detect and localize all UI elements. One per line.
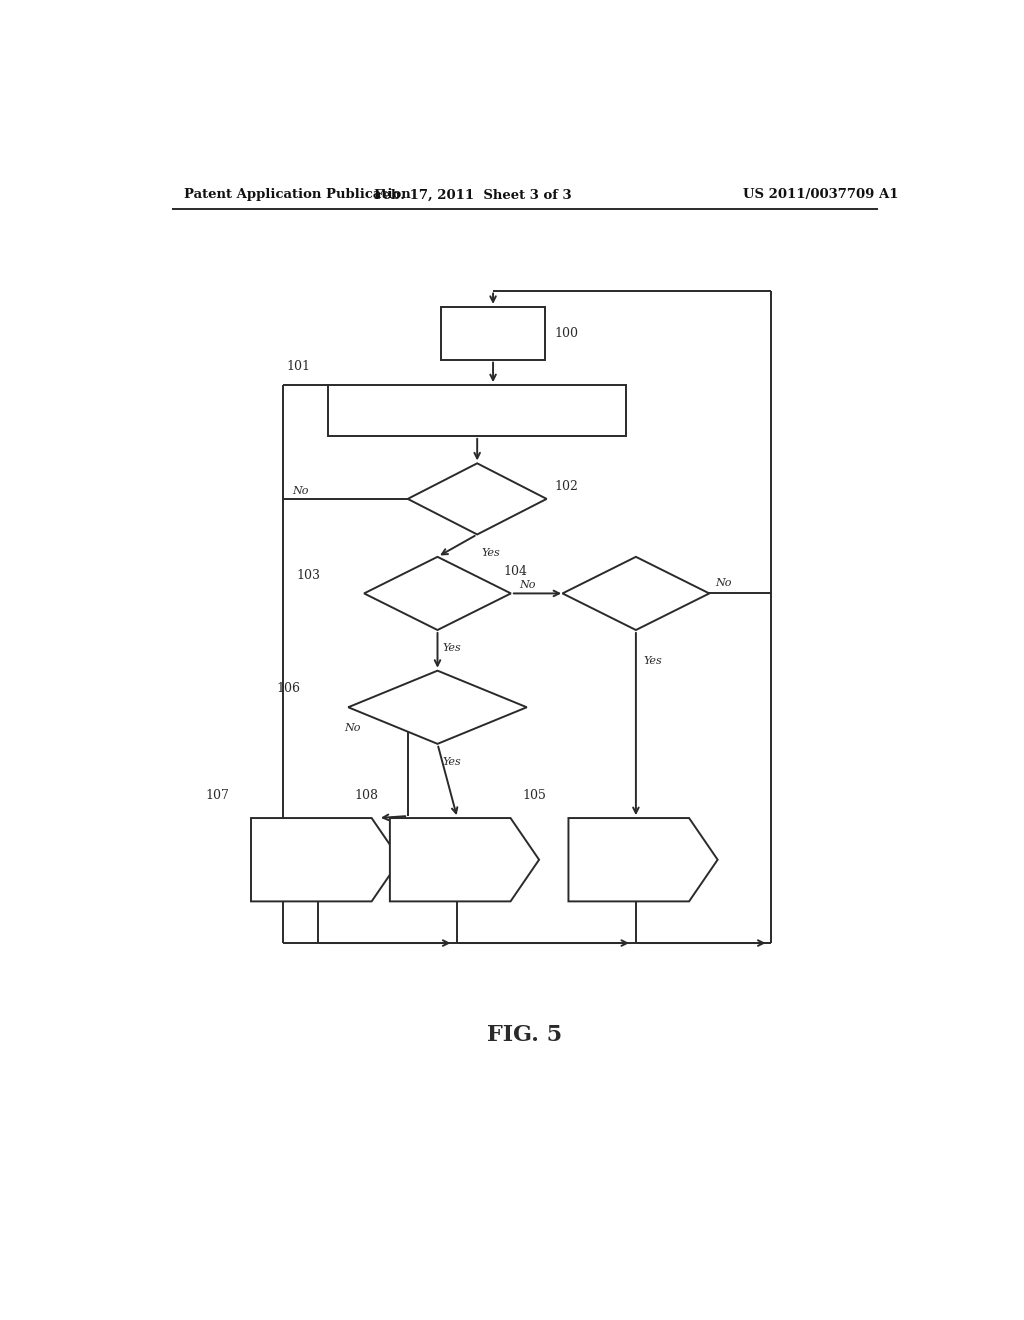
Text: No: No xyxy=(292,486,309,496)
Text: 102: 102 xyxy=(555,480,579,494)
Text: Patent Application Publication: Patent Application Publication xyxy=(183,189,411,202)
Text: 106: 106 xyxy=(276,682,301,696)
Text: FIG. 5: FIG. 5 xyxy=(487,1023,562,1045)
Polygon shape xyxy=(390,818,539,902)
Text: 108: 108 xyxy=(354,789,378,803)
Text: No: No xyxy=(716,578,732,589)
Text: No: No xyxy=(344,722,360,733)
Text: Yes: Yes xyxy=(481,548,500,558)
Text: Feb. 17, 2011  Sheet 3 of 3: Feb. 17, 2011 Sheet 3 of 3 xyxy=(375,189,572,202)
Text: Yes: Yes xyxy=(644,656,663,665)
Polygon shape xyxy=(365,557,511,630)
Text: Yes: Yes xyxy=(442,643,461,653)
Text: 103: 103 xyxy=(297,569,321,582)
Text: 104: 104 xyxy=(503,565,527,578)
Text: 105: 105 xyxy=(522,789,546,803)
Text: 107: 107 xyxy=(205,789,228,803)
Polygon shape xyxy=(568,818,718,902)
Polygon shape xyxy=(251,818,400,902)
Polygon shape xyxy=(562,557,710,630)
Bar xyxy=(441,306,545,359)
Text: No: No xyxy=(519,581,536,590)
Polygon shape xyxy=(348,671,526,744)
Text: Yes: Yes xyxy=(442,758,461,767)
Polygon shape xyxy=(408,463,547,535)
Bar xyxy=(329,385,626,436)
Text: 101: 101 xyxy=(287,360,310,374)
Text: 100: 100 xyxy=(554,327,579,339)
Text: US 2011/0037709 A1: US 2011/0037709 A1 xyxy=(743,189,898,202)
